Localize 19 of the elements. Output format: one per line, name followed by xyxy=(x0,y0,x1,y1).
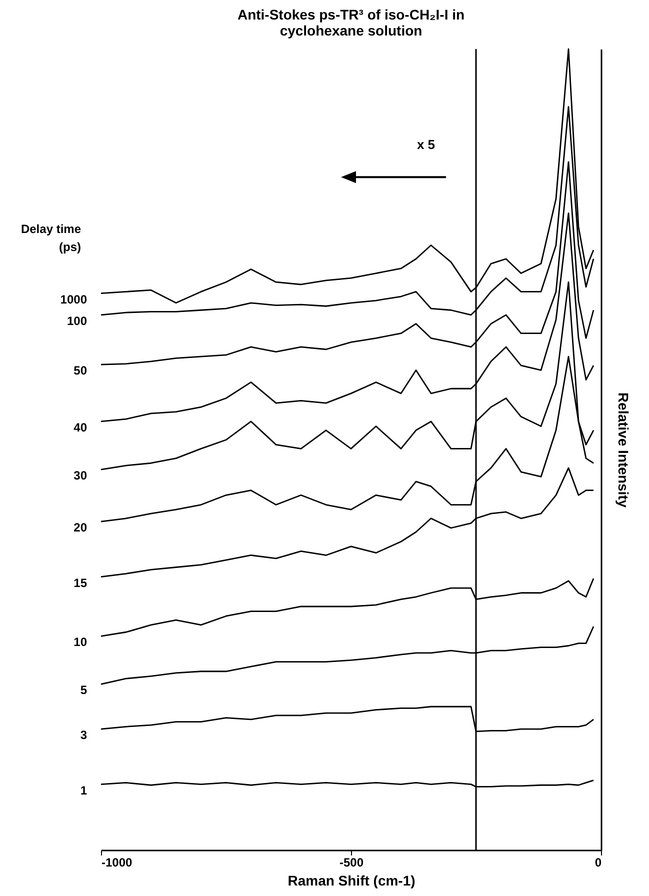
series-label: 1 xyxy=(80,783,88,798)
x-tick-label: 0 xyxy=(594,856,602,870)
chart-title: Anti-Stokes ps-TR³ of iso-CH₂I-I in cyclohexane solution xyxy=(237,6,465,38)
x-axis-title: Raman Shift (cm-1) xyxy=(288,872,416,888)
series-label: 1000 xyxy=(60,292,88,306)
series-label: 5 xyxy=(80,683,88,698)
y-axis-title: Relative Intensity xyxy=(616,392,632,508)
x-tick-label: -500 xyxy=(339,856,364,870)
series-label: 30 xyxy=(74,468,88,483)
series-label: 50 xyxy=(74,364,88,378)
x-tick-label: -1000 xyxy=(102,856,133,870)
annotation: x 5 xyxy=(416,137,436,152)
series-label: 3 xyxy=(80,728,88,742)
series-label: 20 xyxy=(74,520,88,535)
series-label: 10 xyxy=(74,635,88,650)
series-label: 100 xyxy=(66,314,88,328)
series-label: 40 xyxy=(74,420,88,434)
legend-title: Delay time (ps) xyxy=(20,222,82,254)
series-label: 15 xyxy=(74,576,88,590)
